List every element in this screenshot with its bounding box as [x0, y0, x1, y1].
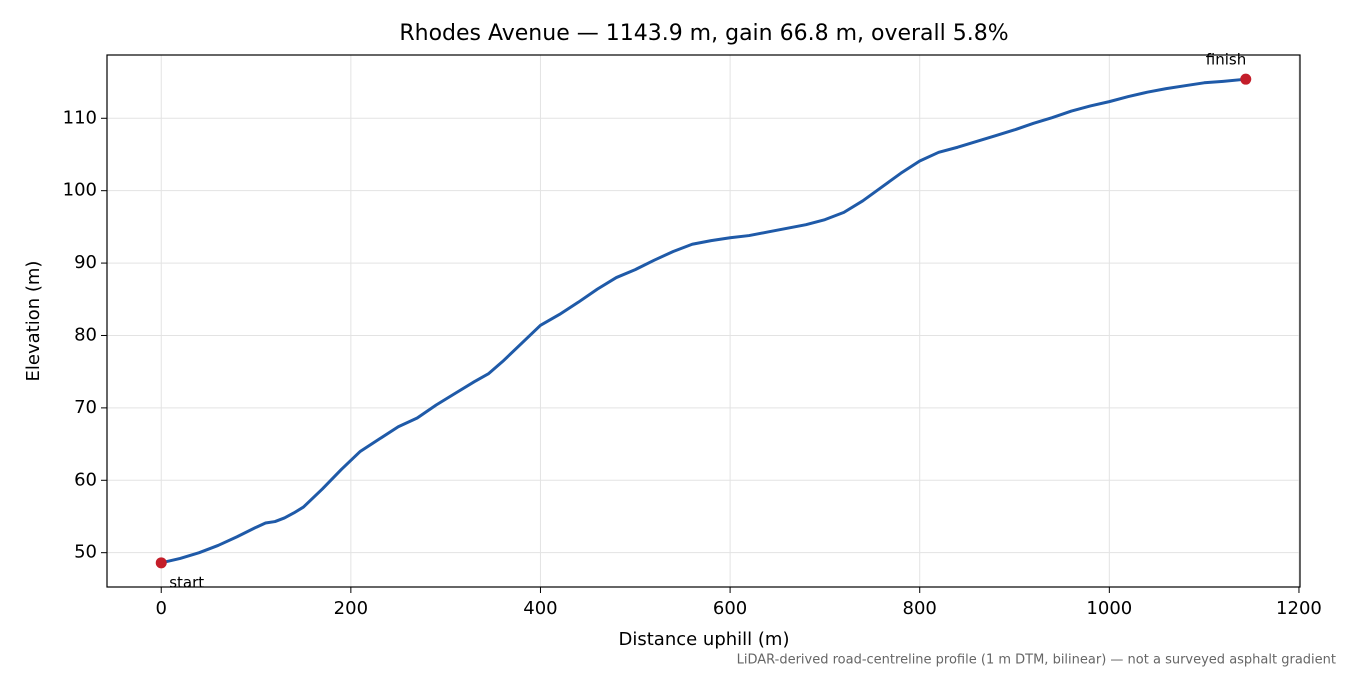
footnote: LiDAR-derived road-centreline profile (1…	[737, 653, 1336, 668]
y-tick-label: 100	[63, 180, 97, 201]
endpoint-label: finish	[1206, 51, 1246, 69]
x-tick-label: 200	[334, 598, 368, 619]
x-tick-label: 800	[903, 598, 937, 619]
y-tick-label: 50	[74, 542, 97, 563]
x-tick-label: 600	[713, 598, 747, 619]
y-tick-label: 80	[74, 324, 97, 345]
y-tick-label: 70	[74, 397, 97, 418]
x-tick-label: 400	[523, 598, 557, 619]
endpoint-label: start	[169, 573, 204, 591]
x-tick-label: 0	[156, 598, 167, 619]
y-tick-label: 60	[74, 469, 97, 490]
x-axis-label: Distance uphill (m)	[619, 629, 790, 650]
y-axis-label: Elevation (m)	[23, 261, 44, 382]
endpoint-marker	[1240, 73, 1252, 85]
chart-title: Rhodes Avenue — 1143.9 m, gain 66.8 m, o…	[399, 21, 1008, 46]
y-tick-label: 90	[74, 252, 97, 273]
y-tick-label: 110	[63, 107, 97, 128]
x-tick-label: 1200	[1276, 598, 1322, 619]
plot-frame	[106, 54, 1301, 588]
elevation-line	[160, 77, 1246, 565]
x-tick-label: 1000	[1086, 598, 1132, 619]
endpoint-marker	[155, 557, 167, 569]
